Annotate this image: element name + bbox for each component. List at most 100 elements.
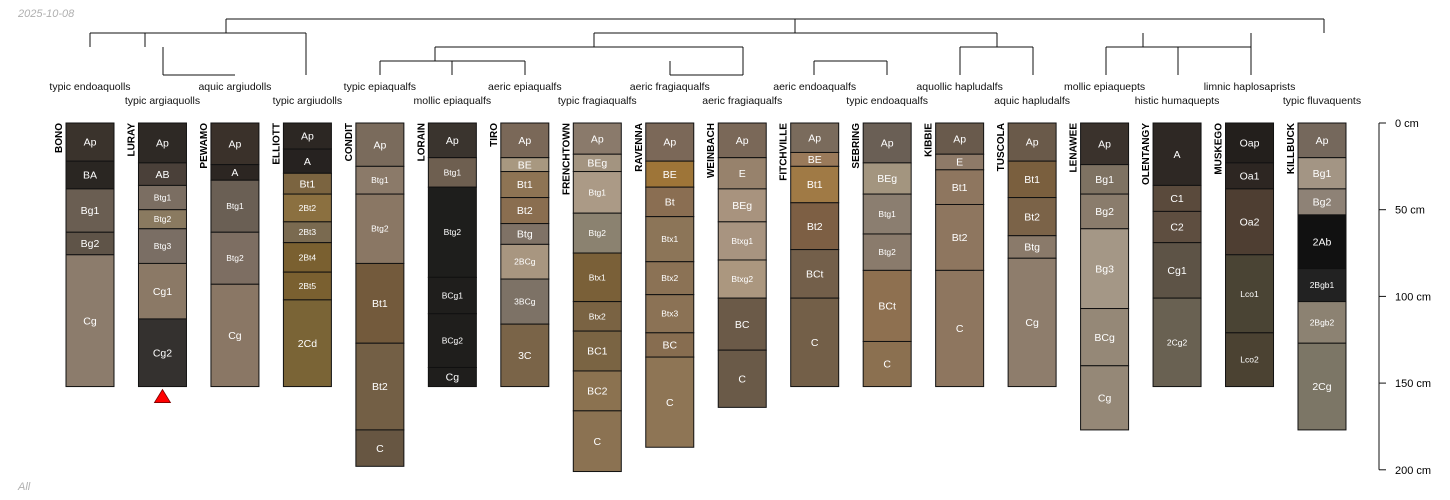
horizon (355, 262, 405, 344)
taxonomy-label: aquic hapludalfs (994, 95, 1070, 107)
horizon (137, 262, 187, 320)
horizon (500, 323, 550, 388)
depth-tick-label: 100 cm (1395, 291, 1431, 303)
soil-profile-olentangy: histic humaquepts A C1 C2 Cg1 2Cg2 OLENTANGY (1135, 95, 1219, 388)
profile-name: KIBBIE (924, 123, 935, 157)
horizon (572, 252, 622, 303)
horizon (1225, 162, 1275, 190)
profile-name: SEBRING (851, 123, 862, 169)
horizon (137, 318, 187, 388)
horizon-label: Bt2 (807, 221, 823, 233)
horizon-label: 2BCg (514, 257, 536, 267)
horizon-label: Btg3 (154, 241, 172, 251)
horizon (1297, 157, 1347, 190)
horizon-label: Bt2 (952, 232, 968, 244)
profile-name: TIRO (489, 123, 500, 147)
taxonomy-label: aeric epiaqualfs (488, 81, 562, 93)
horizon-label: C (666, 397, 674, 409)
depth-axis: 0 cm 50 cm 100 cm 150 cm 200 cm (1378, 118, 1431, 477)
horizon (645, 216, 695, 263)
horizon-label: BC2 (587, 386, 608, 398)
horizon-label: Ap (156, 138, 169, 150)
horizon (645, 261, 695, 296)
horizon (1297, 268, 1347, 303)
horizon-label: Bt2 (517, 205, 533, 217)
horizon (790, 249, 840, 299)
horizon-label: Btx3 (661, 309, 678, 319)
horizon (572, 410, 622, 473)
horizon-label: Ap (808, 132, 821, 144)
horizon (1225, 122, 1275, 164)
horizon-label: BCg (1094, 332, 1115, 344)
horizon-label: Bg1 (81, 205, 100, 217)
horizon-label: Bt1 (517, 179, 533, 191)
horizon (717, 297, 767, 351)
horizon (862, 340, 912, 388)
horizon-label: BE (518, 159, 532, 171)
horizon-label: Btg1 (154, 193, 172, 203)
profile-name: ELLIOTT (271, 123, 282, 165)
profile-name: CONDIT (344, 123, 355, 161)
soil-profile-fitchville: aeric endoaqualfs Ap BE Bt1 Bt2 BCt C FITCHVILL… (773, 81, 856, 388)
horizon-label: Cg1 (153, 286, 172, 298)
horizon (645, 332, 695, 358)
depth-tick-label: 0 cm (1395, 118, 1419, 130)
horizon (572, 212, 622, 254)
horizon-label: AB (155, 169, 169, 181)
horizon-label: Cg (446, 372, 460, 384)
soil-profile-lenawee: mollic epiaquepts Ap Bg1 Bg2 Bg3 BCg Cg LENAWEE (1064, 81, 1145, 431)
horizon-label: BCt (878, 301, 896, 313)
profile-name: FRENCHTOWN (561, 123, 572, 195)
horizon (1152, 122, 1202, 186)
horizon (717, 157, 767, 190)
horizon-label: Ap (736, 135, 749, 147)
horizon-label: C (593, 436, 601, 448)
horizon-label: BCt (806, 269, 824, 281)
horizon-label: BEg (877, 173, 897, 185)
horizon-label: 3BCg (514, 297, 536, 307)
taxonomy-label: typic endoaqualfs (846, 95, 928, 107)
horizon-label: 2Ab (1313, 236, 1332, 248)
horizon (1007, 160, 1057, 199)
soil-profile-weinbach: aeric fragiaqualfs Ap E BEg Btxg1 Btxg2 BC C WEI… (702, 95, 782, 408)
taxonomy-label: typic fragiaqualfs (558, 95, 637, 107)
horizon-label: 2Cg2 (1167, 337, 1188, 347)
horizon-label: 2Bt5 (299, 281, 317, 291)
horizon-label: Bg2 (81, 238, 100, 250)
horizon-label: Btg (517, 229, 533, 241)
horizon-label: Btg2 (589, 228, 607, 238)
horizon (645, 122, 695, 162)
horizon (282, 242, 332, 273)
horizon-label: Bg3 (1095, 263, 1114, 275)
horizon-label: Btg1 (371, 175, 389, 185)
profile-name: FITCHVILLE (779, 123, 790, 181)
horizon-label: Ap (518, 135, 531, 147)
profile-name: WEINBACH (706, 123, 717, 178)
horizon (1007, 122, 1057, 162)
horizon (862, 162, 912, 195)
horizon-label: Ap (1316, 135, 1329, 147)
soil-profile-pewamo: aquic argiudolls Ap A Btg1 Btg2 Cg PEWAMO (198, 81, 271, 388)
horizon-label: Ap (953, 133, 966, 145)
profile-name: LURAY (126, 123, 137, 157)
horizon-label: 2Bgb2 (1310, 317, 1335, 327)
horizon-label: Oa1 (1240, 171, 1260, 183)
horizon (790, 165, 840, 204)
horizon (1080, 308, 1130, 367)
horizon-label: Oap (1240, 138, 1260, 150)
taxonomy-label: typic endoaquolls (49, 81, 130, 93)
taxonomy-label: typic argiaquolls (125, 95, 200, 107)
depth-tick-label: 150 cm (1395, 378, 1431, 390)
horizon-label: Btxg1 (731, 236, 753, 246)
horizon-label: Cg (1098, 393, 1112, 405)
profile-name: TUSCOLA (996, 123, 1007, 171)
horizon (1007, 197, 1057, 237)
horizon-label: Ap (663, 137, 676, 149)
horizon (282, 271, 332, 301)
horizon (1080, 164, 1130, 195)
horizon (427, 366, 477, 388)
horizon-label: Ap (84, 137, 97, 149)
taxonomy-label: mollic epiaqualfs (414, 95, 492, 107)
horizon-label: BCg1 (442, 291, 464, 301)
